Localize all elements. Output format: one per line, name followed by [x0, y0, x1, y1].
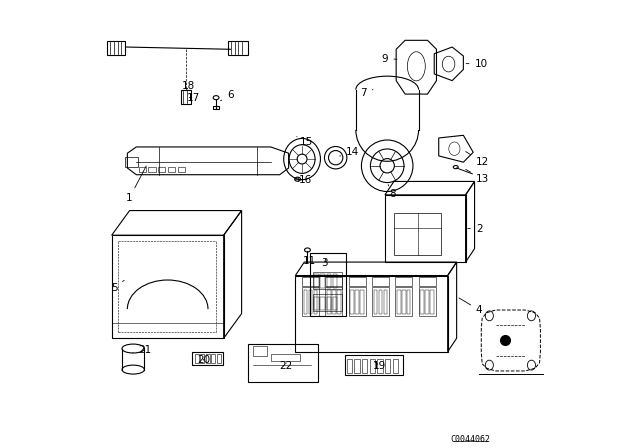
Bar [392, 359, 398, 373]
Bar [394, 213, 441, 255]
Bar [349, 287, 365, 316]
Bar [216, 354, 221, 363]
Bar [302, 277, 319, 286]
Text: 10: 10 [466, 59, 488, 69]
Bar [349, 277, 365, 286]
Bar [372, 287, 389, 316]
Text: 7: 7 [360, 88, 373, 98]
Text: 5: 5 [111, 280, 124, 293]
Bar [355, 290, 359, 314]
Bar [206, 354, 210, 363]
Text: 19: 19 [373, 362, 386, 371]
Bar [396, 277, 412, 286]
Bar [325, 287, 342, 316]
Bar [360, 290, 364, 314]
Bar [345, 355, 403, 375]
Bar [372, 277, 389, 286]
Text: 18: 18 [182, 81, 195, 91]
Bar [309, 290, 312, 314]
Bar [397, 290, 401, 314]
Bar [419, 287, 436, 316]
Text: 2: 2 [468, 224, 483, 234]
Bar [370, 359, 375, 373]
Bar [337, 290, 340, 314]
Text: 3: 3 [321, 258, 328, 268]
Bar [378, 359, 383, 373]
Bar [327, 290, 331, 314]
Text: 15: 15 [297, 137, 313, 147]
Bar [420, 290, 424, 314]
Text: C0044062: C0044062 [450, 435, 490, 444]
Bar [200, 354, 204, 363]
Bar [402, 290, 406, 314]
Text: 9: 9 [382, 54, 397, 64]
Bar [168, 167, 175, 172]
Text: 12: 12 [466, 151, 489, 167]
Bar [213, 106, 219, 109]
Bar [327, 274, 332, 288]
Bar [425, 290, 429, 314]
Bar [108, 41, 125, 55]
Text: 8: 8 [388, 185, 396, 198]
Bar [362, 359, 367, 373]
Text: 4: 4 [459, 298, 483, 315]
Bar [419, 277, 436, 286]
Bar [430, 290, 434, 314]
Text: 16: 16 [298, 175, 312, 185]
Text: 14: 14 [340, 147, 359, 157]
Bar [125, 157, 138, 167]
Bar [327, 297, 332, 310]
Bar [321, 297, 325, 310]
Text: 20: 20 [197, 355, 210, 365]
Bar [302, 287, 319, 316]
Bar [178, 167, 185, 172]
Bar [332, 290, 336, 314]
Bar [158, 167, 166, 172]
Bar [385, 359, 390, 373]
Bar [192, 352, 223, 365]
Text: 13: 13 [466, 169, 489, 184]
Text: 6: 6 [221, 90, 234, 101]
Bar [333, 297, 337, 310]
Bar [325, 277, 342, 286]
Text: 17: 17 [186, 93, 200, 103]
Bar [374, 290, 378, 314]
Bar [333, 274, 337, 288]
Bar [321, 274, 325, 288]
Bar [211, 354, 215, 363]
Bar [407, 290, 410, 314]
Bar [351, 290, 354, 314]
Text: 11: 11 [303, 252, 316, 266]
Bar [314, 272, 342, 289]
Bar [271, 354, 300, 361]
Text: 21: 21 [132, 345, 152, 355]
Bar [314, 274, 319, 288]
Bar [314, 297, 319, 310]
Bar [181, 90, 191, 104]
Bar [347, 359, 352, 373]
Text: 1: 1 [126, 166, 146, 203]
Bar [228, 41, 248, 55]
Text: 22: 22 [279, 362, 292, 371]
Bar [195, 354, 199, 363]
Bar [383, 290, 387, 314]
Bar [355, 359, 360, 373]
Bar [314, 290, 317, 314]
Bar [379, 290, 382, 314]
Bar [304, 290, 307, 314]
Bar [314, 294, 342, 311]
Bar [396, 287, 412, 316]
Bar [253, 346, 267, 356]
Bar [139, 167, 146, 172]
Bar [148, 167, 156, 172]
